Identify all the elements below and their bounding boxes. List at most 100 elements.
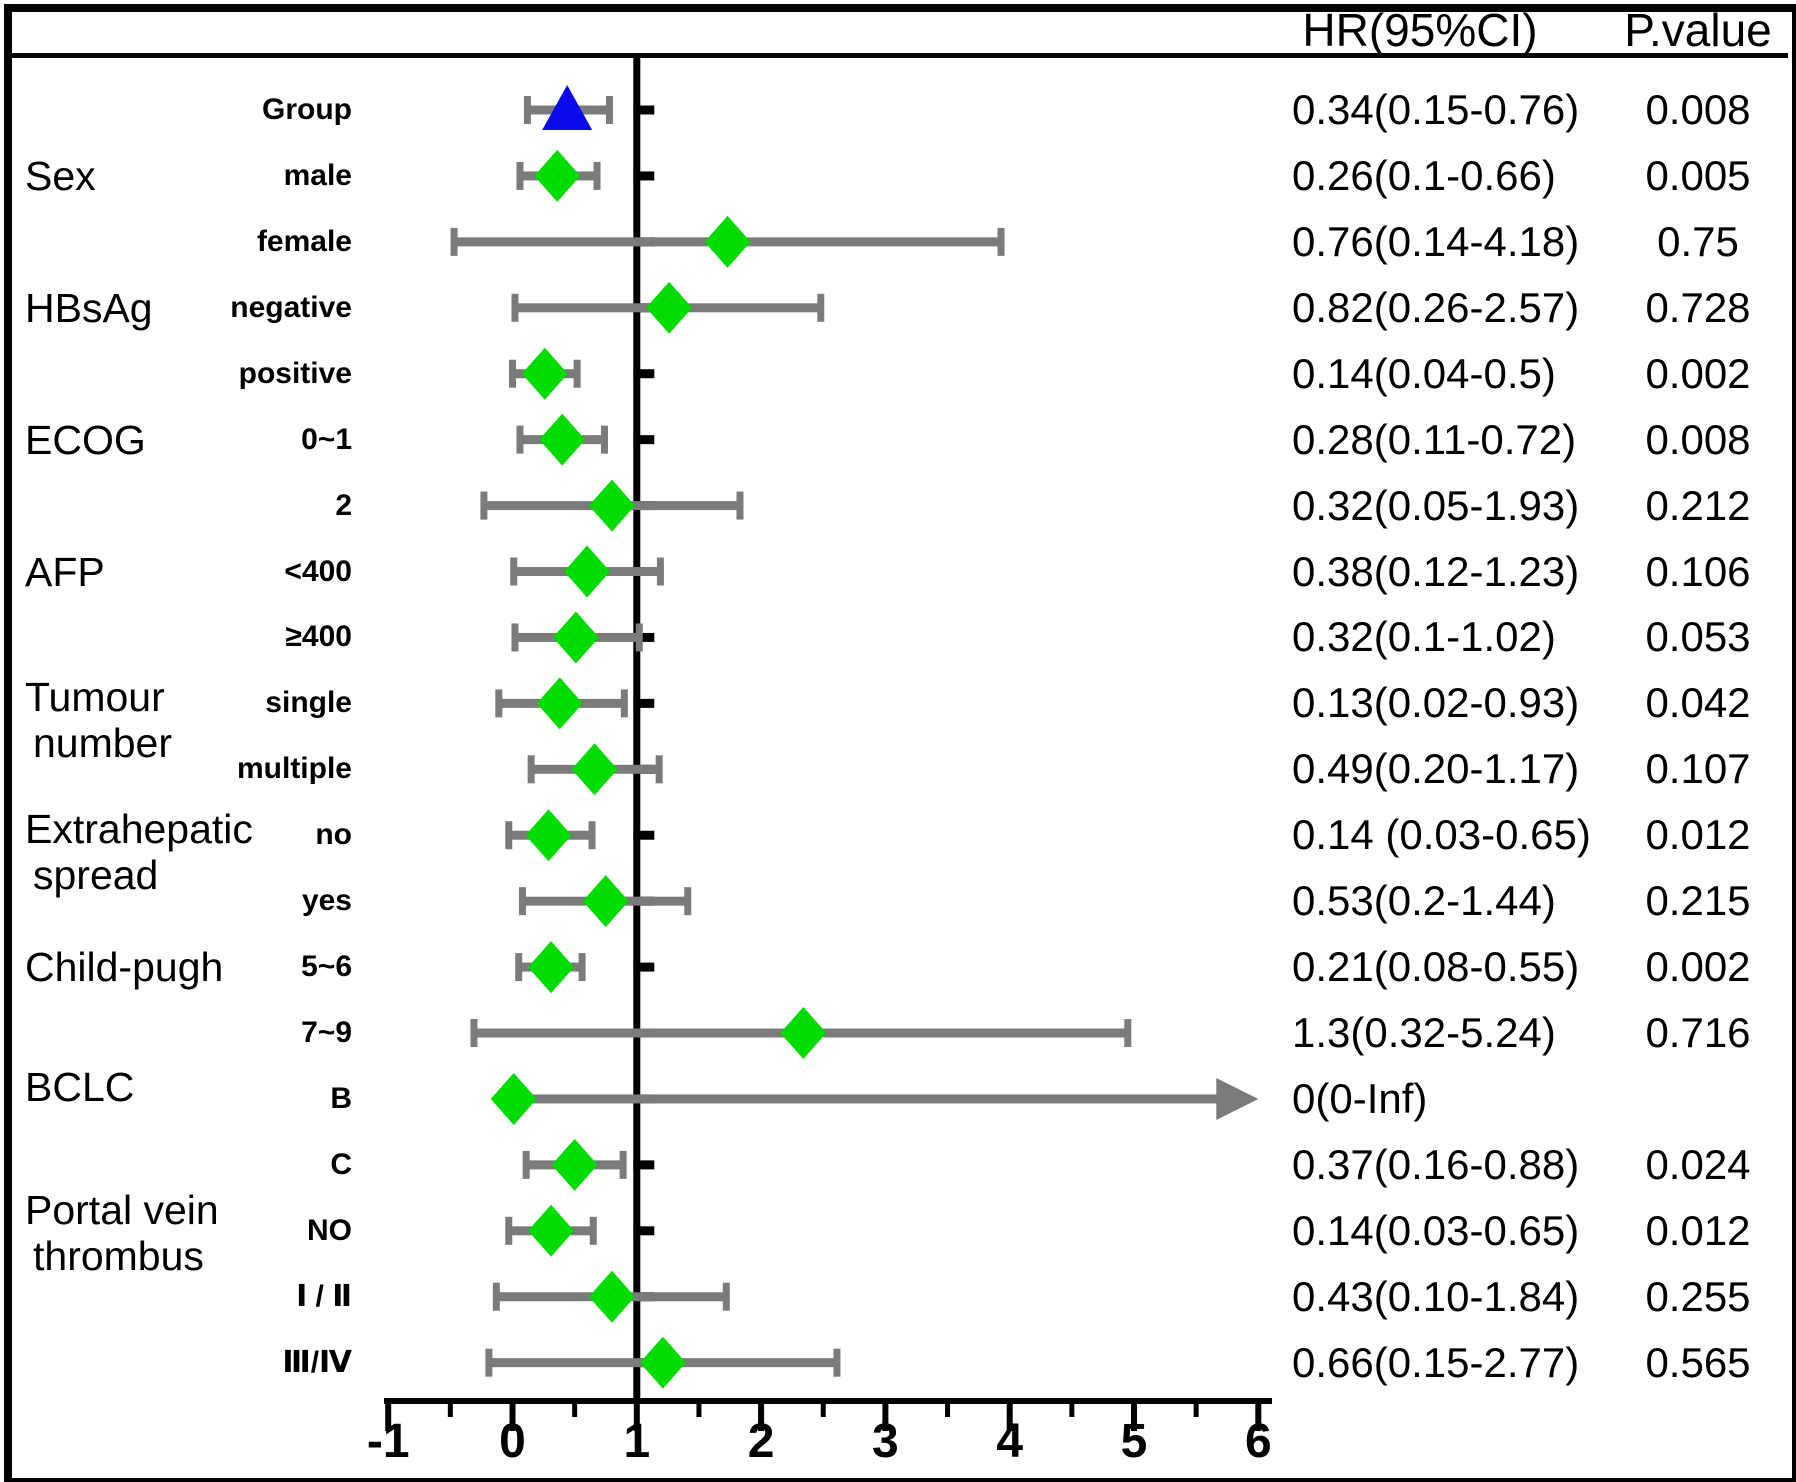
x-axis-tick-label: -1 bbox=[366, 1415, 410, 1468]
p-value: 0.716 bbox=[1645, 1009, 1751, 1057]
category-label: BCLC bbox=[25, 1063, 135, 1110]
ci-cap-left bbox=[450, 227, 458, 256]
subgroup-label: 5~6 bbox=[301, 950, 352, 984]
row-tick bbox=[633, 962, 655, 972]
hr-value: 0.34(0.15-0.76) bbox=[1292, 86, 1580, 133]
arrow-right-icon bbox=[1216, 1077, 1259, 1120]
category-label: number bbox=[33, 720, 173, 767]
category-label: Portal vein bbox=[25, 1186, 219, 1233]
hr-value: 0.66(0.15-2.77) bbox=[1292, 1338, 1580, 1386]
ci-cap-right bbox=[684, 887, 692, 916]
subgroup-label: <400 bbox=[284, 554, 352, 588]
ci-cap-right bbox=[593, 161, 601, 190]
subgroup-label: 2 bbox=[335, 488, 352, 522]
subgroup-label: yes bbox=[301, 884, 352, 918]
hr-value: 0.14(0.03-0.65) bbox=[1292, 1206, 1580, 1254]
column-header-pvalue: P.value bbox=[1624, 4, 1772, 56]
ci-cap-left bbox=[518, 887, 526, 916]
header-separator-line bbox=[8, 53, 1788, 58]
ci-cap-left bbox=[505, 1216, 513, 1245]
ci-cap-left bbox=[523, 96, 531, 124]
hr-value: 0.82(0.26-2.57) bbox=[1292, 283, 1580, 331]
hr-marker-diamond bbox=[646, 281, 693, 334]
ci-cap-right bbox=[578, 953, 586, 982]
hr-value: 0.14(0.04-0.5) bbox=[1292, 349, 1556, 397]
x-axis-minor-tick bbox=[1193, 1401, 1199, 1417]
hr-marker-diamond bbox=[582, 875, 629, 928]
ci-cap-left bbox=[492, 1282, 500, 1311]
x-axis-major-tick bbox=[385, 1401, 392, 1431]
x-axis-minor-tick bbox=[1069, 1401, 1075, 1417]
ci-cap-right bbox=[588, 821, 596, 850]
category-label: AFP bbox=[25, 548, 105, 595]
x-axis-tick-label: 4 bbox=[996, 1415, 1024, 1468]
ci-cap-right bbox=[1124, 1019, 1132, 1048]
hr-value: 0.14 (0.03-0.65) bbox=[1292, 811, 1591, 859]
ci-cap-right bbox=[620, 689, 628, 718]
p-value: 0.212 bbox=[1645, 481, 1751, 529]
category-label: Tumour bbox=[25, 674, 165, 721]
subgroup-label: B bbox=[330, 1081, 352, 1115]
hr-value: 0.13(0.02-0.93) bbox=[1292, 679, 1580, 727]
hr-marker-diamond bbox=[564, 545, 611, 598]
ci-cap-left bbox=[511, 293, 519, 322]
row-tick bbox=[633, 171, 655, 181]
x-axis-tick-label: 0 bbox=[499, 1415, 526, 1468]
p-value: 0.002 bbox=[1645, 349, 1751, 397]
hr-value: 0.26(0.1-0.66) bbox=[1292, 151, 1556, 199]
subgroup-label: female bbox=[256, 224, 352, 258]
ci-cap-right bbox=[589, 1216, 597, 1245]
x-axis-line bbox=[384, 1398, 1272, 1404]
hr-value: 0.43(0.10-1.84) bbox=[1292, 1272, 1580, 1320]
hr-marker-diamond bbox=[551, 1138, 598, 1191]
ci-cap-left bbox=[510, 557, 518, 586]
subgroup-label: Group bbox=[262, 93, 352, 126]
category-label: Sex bbox=[25, 152, 96, 199]
ci-cap-right bbox=[573, 359, 581, 388]
ci-cap-left bbox=[516, 425, 524, 454]
x-axis-minor-tick bbox=[447, 1401, 453, 1417]
row-tick bbox=[633, 698, 655, 708]
p-value: 0.012 bbox=[1645, 1206, 1751, 1254]
subgroup-label: male bbox=[283, 158, 352, 192]
subgroup-label: Ⅰ / Ⅱ bbox=[296, 1279, 352, 1313]
subgroup-label: multiple bbox=[236, 752, 352, 786]
row-tick bbox=[633, 435, 655, 445]
x-axis-major-tick bbox=[882, 1401, 889, 1431]
p-value: 0.008 bbox=[1645, 86, 1751, 133]
hr-marker-diamond bbox=[588, 479, 635, 532]
hr-value: 0.32(0.1-1.02) bbox=[1292, 613, 1556, 661]
subgroup-label: single bbox=[265, 686, 352, 720]
p-value: 0.002 bbox=[1645, 943, 1751, 991]
hr-marker-diamond bbox=[639, 1336, 686, 1389]
hr-marker-diamond bbox=[534, 149, 581, 202]
ci-cap-right bbox=[600, 425, 608, 454]
row-tick bbox=[633, 1226, 655, 1236]
ci-cap-left bbox=[511, 623, 519, 652]
subgroup-label: positive bbox=[238, 356, 352, 390]
hr-value: 0.38(0.12-1.23) bbox=[1292, 547, 1580, 595]
hr-marker-diamond bbox=[528, 941, 575, 994]
hr-marker-diamond bbox=[536, 677, 583, 730]
ci-cap-left bbox=[495, 689, 503, 718]
category-label: HBsAg bbox=[25, 284, 153, 331]
subgroup-label: NO bbox=[307, 1213, 352, 1247]
p-value: 0.75 bbox=[1657, 217, 1739, 265]
p-value: 0.024 bbox=[1645, 1140, 1751, 1188]
hr-value: 0.28(0.11-0.72) bbox=[1292, 415, 1577, 463]
p-value: 0.008 bbox=[1645, 415, 1751, 463]
column-header-hr: HR(95%CI) bbox=[1302, 4, 1538, 56]
ci-bar bbox=[513, 1094, 1219, 1104]
ci-cap-left bbox=[505, 821, 513, 850]
subgroup-label: negative bbox=[230, 290, 352, 324]
ci-cap-right bbox=[619, 1150, 627, 1179]
p-value: 0.042 bbox=[1645, 679, 1751, 727]
hr-marker-diamond bbox=[571, 743, 618, 796]
ci-cap-left bbox=[527, 755, 535, 784]
x-axis-major-tick bbox=[509, 1401, 516, 1431]
hr-marker-diamond bbox=[704, 215, 751, 268]
ci-cap-left bbox=[480, 491, 488, 520]
ci-cap-right bbox=[736, 491, 744, 520]
